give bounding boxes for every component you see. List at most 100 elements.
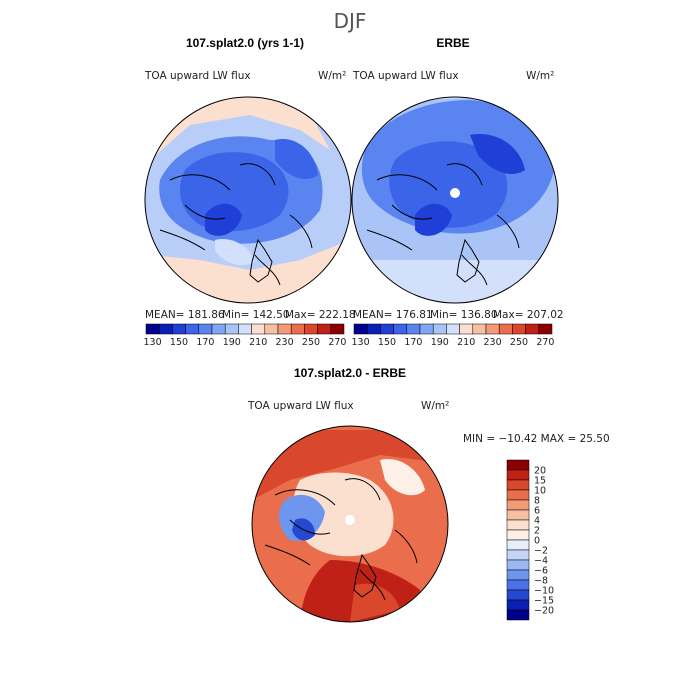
colorbar-diff-tick-label: 20 <box>534 466 546 477</box>
colorbar-model-tick-label: 190 <box>223 337 241 348</box>
colorbar-model-swatch-5 <box>211 323 226 335</box>
colorbar-obs-tick-label: 170 <box>404 337 422 348</box>
stats-minmax-diff: MIN = −10.42 MAX = 25.50 <box>463 433 610 445</box>
colorbar-diff-swatch-1 <box>506 469 530 481</box>
colorbar-diff-tick-label: −15 <box>534 596 554 607</box>
colorbar-obs-swatch-11 <box>498 323 513 335</box>
stats-mean-model: MEAN= 181.86 <box>145 309 225 321</box>
colorbar-model: 130 150 170 190 210 230 250 270 <box>144 323 346 348</box>
colorbar-diff-tick-label: 15 <box>534 476 546 487</box>
colorbar-diff-swatch-4 <box>506 499 530 511</box>
field-label-model: TOA upward LW flux <box>144 70 251 82</box>
colorbar-obs-swatch-13 <box>525 323 540 335</box>
colorbar-obs-tick-label: 130 <box>352 337 370 348</box>
field-label-diff: TOA upward LW flux <box>247 400 354 412</box>
map-obs <box>351 96 559 304</box>
colorbar-diff-tick-label: −6 <box>534 566 548 577</box>
map-diff <box>251 425 449 623</box>
colorbar-diff-tick-label: −20 <box>534 606 554 617</box>
main-title: DJF <box>334 9 367 33</box>
map-model <box>144 96 352 304</box>
colorbar-model-swatch-12 <box>304 323 318 335</box>
colorbar-diff-swatch-12 <box>506 579 530 591</box>
colorbar-obs-swatch-7 <box>446 323 460 335</box>
colorbar-diff-swatch-10 <box>506 559 530 571</box>
colorbar-obs-swatch-2 <box>380 323 394 335</box>
colorbar-obs-tick-label: 250 <box>510 337 528 348</box>
colorbar-obs-swatch-3 <box>393 323 408 335</box>
stats-min-model: Min= 142.50 <box>222 309 290 321</box>
colorbar-diff-tick-label: −10 <box>534 586 554 597</box>
colorbar-diff-tick-label: 6 <box>534 506 540 517</box>
colorbar-obs-swatch-6 <box>432 323 447 335</box>
stats-max-obs: Max= 207.02 <box>493 309 564 321</box>
stats-mean-obs: MEAN= 176.81 <box>353 309 433 321</box>
units-label-obs: W/m² <box>526 70 554 82</box>
colorbar-model-swatch-14 <box>330 323 345 335</box>
colorbar-diff-tick-label: 10 <box>534 486 546 497</box>
colorbar-diff-swatch-3 <box>506 489 530 501</box>
colorbar-obs-tick-label: 150 <box>378 337 396 348</box>
colorbar-obs-swatch-0 <box>353 323 368 335</box>
colorbar-diff-tick-label: 0 <box>534 536 540 547</box>
colorbar-model-swatch-10 <box>277 323 292 335</box>
colorbar-model-swatch-3 <box>185 323 200 335</box>
colorbar-diff-swatch-9 <box>506 549 530 561</box>
colorbar-diff-swatch-5 <box>506 509 530 521</box>
colorbar-obs-swatch-10 <box>485 323 500 335</box>
colorbar-diff-swatch-2 <box>506 479 530 491</box>
units-label-model: W/m² <box>318 70 346 82</box>
colorbar-diff-swatch-0 <box>506 459 530 471</box>
colorbar-model-swatch-4 <box>198 323 213 335</box>
colorbar-diff-swatch-15 <box>506 609 530 621</box>
colorbar-obs-swatch-9 <box>472 323 487 335</box>
colorbar-diff-tick-label: −4 <box>534 556 548 567</box>
colorbar-diff-swatch-7 <box>506 529 530 541</box>
field-label-obs: TOA upward LW flux <box>352 70 459 82</box>
colorbar-model-tick-label: 170 <box>196 337 214 348</box>
colorbar-obs-swatch-1 <box>366 323 381 335</box>
colorbar-obs-swatch-14 <box>538 323 553 335</box>
colorbar-obs-tick-label: 270 <box>536 337 554 348</box>
colorbar-model-tick-label: 250 <box>302 337 320 348</box>
colorbar-diff-swatch-13 <box>506 589 530 601</box>
colorbar-diff-swatch-8 <box>506 539 530 551</box>
colorbar-model-swatch-13 <box>317 323 332 335</box>
panel-title-obs: ERBE <box>436 36 469 50</box>
colorbar-model-swatch-11 <box>290 323 305 335</box>
colorbar-obs-swatch-8 <box>459 323 474 335</box>
colorbar-diff-tick-label: 2 <box>534 526 540 537</box>
colorbar-obs-swatch-12 <box>512 323 526 335</box>
colorbar-diff-swatch-11 <box>506 569 530 581</box>
stats-max-model: Max= 222.18 <box>285 309 356 321</box>
colorbar-diff-tick-label: −8 <box>534 576 548 587</box>
colorbar-obs-swatch-5 <box>419 323 434 335</box>
colorbar-model-swatch-2 <box>172 323 186 335</box>
colorbar-obs-tick-label: 190 <box>431 337 449 348</box>
colorbar-model-swatch-6 <box>224 323 239 335</box>
colorbar-diff-tick-label: 4 <box>534 516 540 527</box>
colorbar-model-swatch-9 <box>264 323 279 335</box>
colorbar-model-tick-label: 210 <box>249 337 267 348</box>
colorbar-diff-swatch-6 <box>506 519 530 531</box>
colorbar-model-swatch-7 <box>238 323 252 335</box>
colorbar-model-tick-label: 230 <box>276 337 294 348</box>
colorbar-diff-tick-label: 8 <box>534 496 540 507</box>
colorbar-model-tick-label: 270 <box>328 337 346 348</box>
stats-min-obs: Min= 136.80 <box>430 309 498 321</box>
colorbar-diff-swatch-14 <box>506 599 530 611</box>
units-label-diff: W/m² <box>421 400 449 412</box>
colorbar-model-swatch-0 <box>145 323 160 335</box>
colorbar-model-tick-label: 130 <box>144 337 162 348</box>
pole-hole-obs <box>450 188 460 198</box>
colorbar-model-swatch-1 <box>158 323 173 335</box>
panel-title-diff: 107.splat2.0 - ERBE <box>294 366 406 380</box>
colorbar-model-swatch-8 <box>251 323 266 335</box>
panel-title-model: 107.splat2.0 (yrs 1-1) <box>186 36 304 50</box>
colorbar-obs: 130 150 170 190 210 230 250 270 <box>352 323 554 348</box>
colorbar-diff-tick-label: −2 <box>534 546 548 557</box>
colorbar-obs-swatch-4 <box>406 323 421 335</box>
colorbar-obs-tick-label: 230 <box>484 337 502 348</box>
